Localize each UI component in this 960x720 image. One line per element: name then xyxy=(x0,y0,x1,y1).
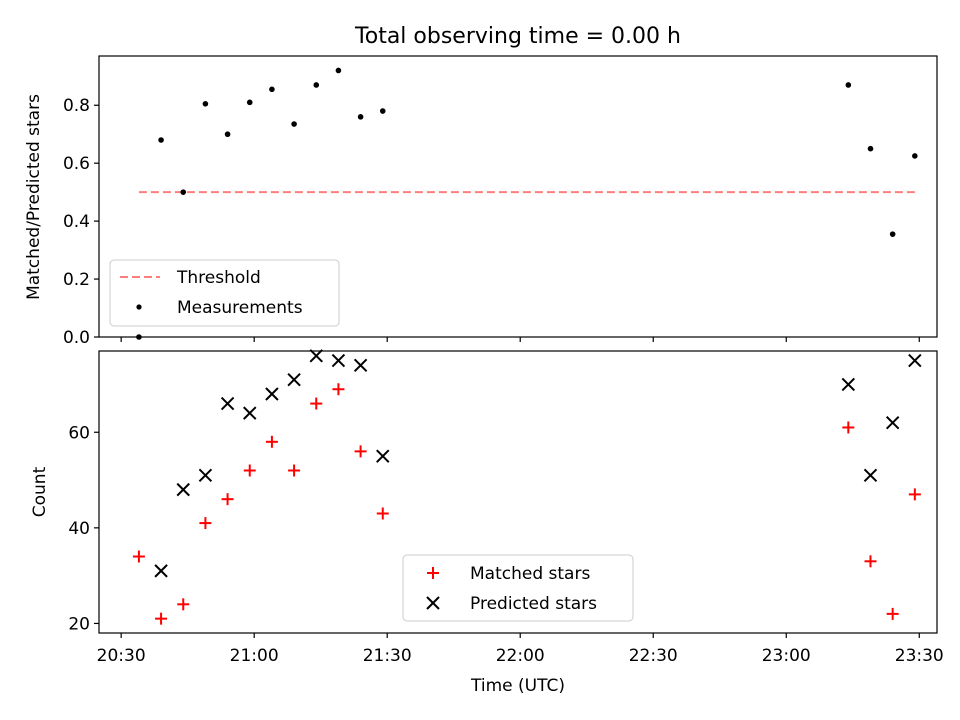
matched-star-point xyxy=(310,397,323,410)
measurement-point xyxy=(291,121,297,127)
predicted-star-point xyxy=(331,353,346,368)
measurement-point xyxy=(845,82,852,88)
predicted-star-point xyxy=(908,353,922,368)
predicted-star-point xyxy=(176,482,190,497)
matched-star-point xyxy=(908,488,921,501)
ratio-plot-area xyxy=(98,55,938,338)
measurement-point xyxy=(202,100,209,107)
matched-star-point xyxy=(243,464,256,477)
ratio-legend: Threshold Measurements xyxy=(109,259,340,327)
measurement-point xyxy=(269,86,275,93)
x-axis-label: Time (UTC) xyxy=(470,676,565,696)
measurement-point xyxy=(224,131,231,138)
count-y-tick-label: 20 xyxy=(68,614,90,634)
measurement-point xyxy=(867,145,874,152)
count-y-tick-label: 40 xyxy=(68,519,90,539)
x-tick-label: 20:30 xyxy=(97,646,146,666)
count-legend: Matched stars Predicted stars xyxy=(402,554,634,622)
ratio-legend-box xyxy=(109,259,340,327)
count-legend-box xyxy=(402,554,634,622)
measurement-point xyxy=(136,334,142,340)
predicted-star-point xyxy=(885,415,900,430)
matched-star-point xyxy=(155,612,168,625)
x-tick-label: 23:00 xyxy=(762,646,811,666)
measurement-point xyxy=(889,231,896,237)
matched-star-point xyxy=(376,507,389,520)
predicted-star-point xyxy=(243,406,257,420)
measurement-point xyxy=(357,114,364,120)
predicted-star-point xyxy=(353,358,368,373)
predicted-star-point xyxy=(154,564,168,578)
predicted-star-point xyxy=(376,449,390,463)
matched-star-point xyxy=(221,493,234,506)
matched-star-point xyxy=(354,445,367,458)
predicted-star-point xyxy=(287,372,301,387)
matched-star-point xyxy=(265,435,278,448)
predicted-star-point xyxy=(198,468,213,482)
count-plot-area xyxy=(98,350,938,634)
ratio-y-tick-label: 0.2 xyxy=(63,270,90,290)
ratio-y-axis-label: Matched/Predicted stars xyxy=(24,94,44,300)
predicted-star-point xyxy=(265,387,279,401)
matched-star-point xyxy=(864,555,877,568)
measurement-point xyxy=(912,153,918,159)
predicted-star-point xyxy=(863,468,878,482)
matched-star-point xyxy=(177,598,190,611)
count-marks xyxy=(132,349,922,625)
predicted-legend-label: Predicted stars xyxy=(470,594,597,614)
matched-star-point xyxy=(332,383,345,396)
matched-star-point xyxy=(842,421,855,434)
ratio-x-ticks xyxy=(120,337,920,342)
measurement-point xyxy=(158,137,164,143)
matched-star-point xyxy=(288,464,301,477)
matched-star-point xyxy=(886,607,899,620)
ratio-y-tick-label: 0.0 xyxy=(63,328,90,348)
measurement-point xyxy=(180,189,187,195)
predicted-legend-swatch xyxy=(426,596,440,610)
x-tick-label: 22:00 xyxy=(496,646,545,666)
measurements-legend-swatch xyxy=(136,304,142,310)
measurements-legend-label: Measurements xyxy=(177,298,303,318)
ratio-y-ticks: 0.0 0.2 0.4 0.6 0.8 xyxy=(63,96,99,348)
ratio-y-tick-label: 0.4 xyxy=(63,212,90,232)
ratio-marks xyxy=(136,67,918,340)
measurement-point xyxy=(335,67,342,74)
matched-legend-swatch xyxy=(427,567,439,579)
x-tick-label: 23:30 xyxy=(895,646,944,666)
threshold-legend-label: Threshold xyxy=(176,268,261,288)
ratio-panel: Matched/Predicted stars 0.00.20.40.60.8 … xyxy=(24,55,938,348)
ratio-y-tick-label: 0.8 xyxy=(63,96,90,116)
predicted-star-point xyxy=(841,377,856,392)
x-tick-label: 22:30 xyxy=(629,646,678,666)
count-x-ticks: 20:30 21:00 21:30 22:00 22:30 23:00 23:30 xyxy=(97,633,944,666)
measurement-point xyxy=(246,99,253,106)
matched-legend-label: Matched stars xyxy=(470,564,590,584)
predicted-star-point xyxy=(309,349,323,363)
ratio-y-tick-label: 0.6 xyxy=(63,154,90,174)
measurement-point xyxy=(379,108,386,114)
x-tick-label: 21:00 xyxy=(230,646,279,666)
count-y-tick-label: 60 xyxy=(68,423,90,443)
count-y-ticks: 20 40 60 xyxy=(68,423,99,634)
measurement-point xyxy=(313,82,320,88)
matched-star-point xyxy=(199,517,212,530)
predicted-star-point xyxy=(220,396,235,411)
count-y-axis-label: Count xyxy=(30,466,50,517)
matched-star-point xyxy=(132,550,145,563)
x-tick-label: 21:30 xyxy=(363,646,412,666)
chart-title: Total observing time = 0.00 h xyxy=(354,24,681,49)
